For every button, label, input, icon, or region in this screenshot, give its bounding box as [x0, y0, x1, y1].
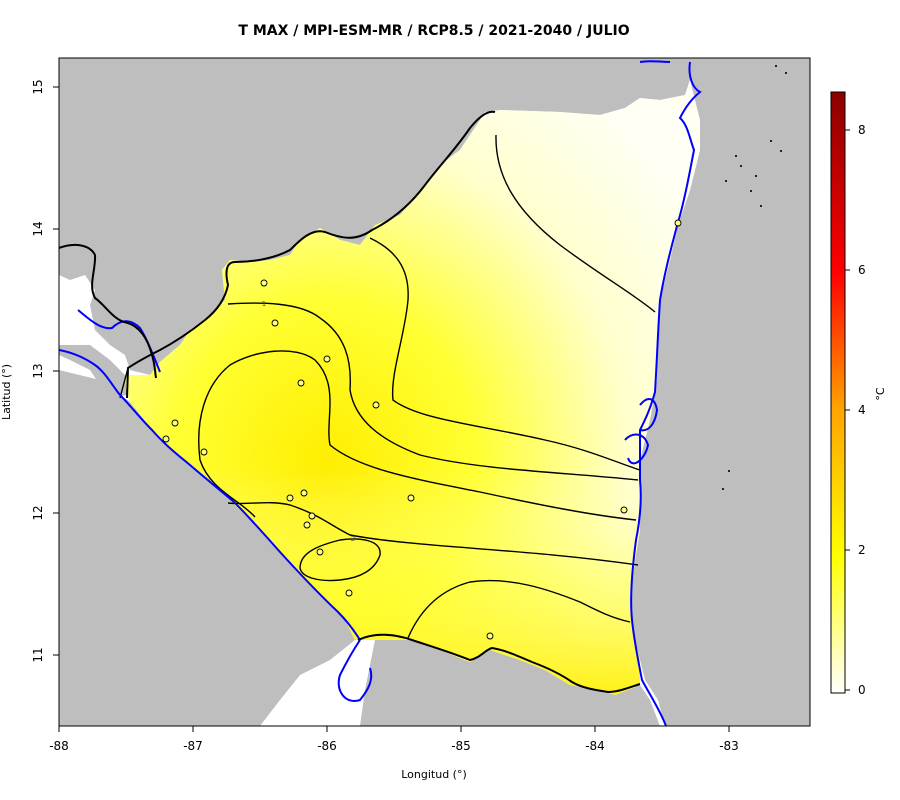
x-tick-label: -85 [451, 739, 471, 753]
y-tick-label: 11 [31, 647, 45, 662]
caribbean-coastline [630, 61, 702, 726]
x-axis-label: Longitud (°) [401, 768, 467, 781]
contour-line [198, 350, 637, 521]
station-marker [308, 512, 316, 520]
x-tick-label: -84 [585, 739, 605, 753]
y-axis-label: Latitud (°) [0, 364, 13, 420]
contour-line [299, 538, 381, 582]
contour-label: 1 [262, 300, 266, 308]
pacific-coastline [59, 349, 361, 641]
station-marker [372, 401, 380, 409]
station-marker [407, 494, 415, 502]
pearl-lagoon-coast [639, 398, 659, 432]
contour-lines [119, 134, 656, 639]
station-marker [486, 632, 494, 640]
bluefields-bay-coast [624, 433, 650, 465]
station-marker [260, 279, 268, 287]
contour-line [227, 501, 639, 566]
contour-label: 2 [351, 535, 355, 543]
colorbar-gradient [830, 91, 846, 694]
colorbar-tick-label: 6 [858, 263, 866, 277]
station-marker [303, 521, 311, 529]
station-marker [286, 494, 294, 502]
station-marker [674, 219, 682, 227]
station-marker [200, 448, 208, 456]
contour-line [407, 579, 631, 639]
caribbean-sea-east [630, 80, 810, 726]
x-axis: -88 -87 -86 -85 -84 -83 Longitud (°) [49, 725, 810, 781]
nicaragua-field-south-shading [125, 370, 640, 695]
contour-line [369, 237, 641, 471]
x-tick-label: -87 [183, 739, 203, 753]
colorbar-unit-label: °C [874, 387, 887, 401]
station-marker [345, 589, 353, 597]
colorbar: 0 2 4 6 8 °C [830, 91, 887, 697]
chart-title: T MAX / MPI-ESM-MR / RCP8.5 / 2021-2040 … [238, 23, 629, 39]
station-marker [316, 548, 324, 556]
station-marker [271, 319, 279, 327]
station-marker [162, 435, 170, 443]
el-salvador-landmass [59, 345, 127, 398]
colorbar-tick-label: 4 [858, 403, 866, 417]
costa-rica-landmass [360, 640, 660, 726]
contour-line [119, 367, 129, 399]
y-tick-label: 13 [31, 363, 45, 378]
costa-rica-pacific-coast [337, 639, 373, 702]
y-axis: 11 12 13 14 15 Latitud (°) [0, 58, 60, 726]
colorbar-tick-label: 8 [858, 123, 866, 137]
station-marker [297, 379, 305, 387]
contour-line [495, 134, 656, 313]
colorbar-tick-label: 2 [858, 543, 866, 557]
y-tick-label: 15 [31, 79, 45, 94]
national-borders [59, 110, 641, 694]
x-tick-label: -83 [719, 739, 739, 753]
stations [162, 219, 682, 640]
map-panel: 1 2 [59, 58, 810, 726]
station-marker [323, 355, 331, 363]
x-tick-label: -86 [317, 739, 337, 753]
colorbar-tick-label: 0 [858, 683, 866, 697]
station-marker [300, 489, 308, 497]
station-marker [171, 419, 179, 427]
x-tick-label: -88 [49, 739, 69, 753]
honduras-nicaragua-border [59, 110, 496, 399]
offshore-islands [722, 65, 787, 490]
honduras-landmass [59, 58, 810, 375]
contour-line [227, 302, 639, 481]
y-tick-label: 14 [31, 221, 45, 236]
northeast-cape-coast [639, 60, 671, 63]
y-tick-label: 12 [31, 505, 45, 520]
pacific-ocean-west [59, 370, 355, 726]
costa-rica-nicaragua-border [357, 633, 641, 694]
station-marker [620, 506, 628, 514]
